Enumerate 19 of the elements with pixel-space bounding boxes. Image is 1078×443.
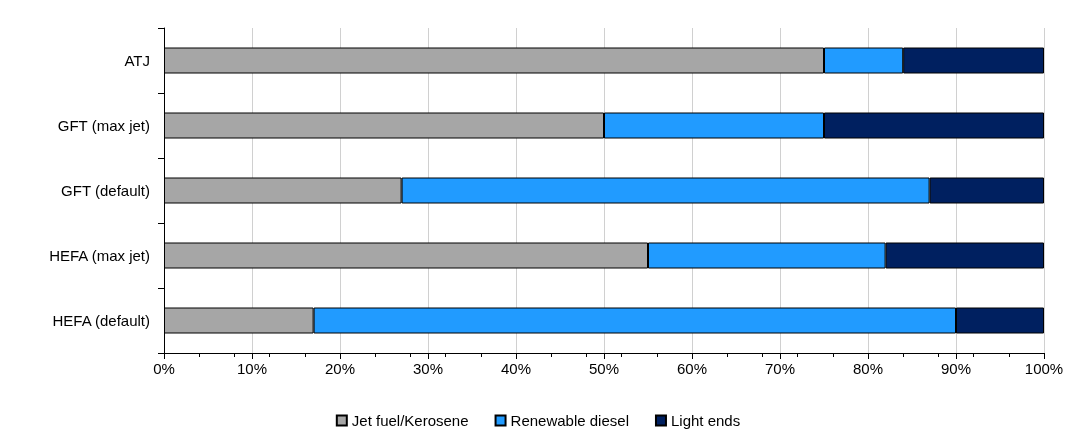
y-tick-label: HEFA (default) — [52, 312, 150, 329]
x-tick-label: 30% — [412, 360, 444, 377]
legend-label: Light ends — [670, 412, 741, 429]
legend-label: Jet fuel/Kerosene — [351, 412, 469, 429]
y-tick-label: GFT (max jet) — [57, 117, 150, 134]
legend-label: Renewable diesel — [510, 412, 629, 429]
x-tick-label: 60% — [676, 360, 708, 377]
y-tick-label: ATJ — [124, 52, 150, 69]
x-tick-label: 40% — [500, 360, 532, 377]
x-tick-label: 70% — [764, 360, 796, 377]
x-tick-label: 20% — [324, 360, 356, 377]
y-tick-label: HEFA (max jet) — [49, 247, 150, 264]
x-tick-label: 100% — [1024, 360, 1064, 377]
y-tick-label: GFT (default) — [61, 182, 150, 199]
x-tick-label: 50% — [588, 360, 620, 377]
x-tick-label: 90% — [940, 360, 972, 377]
x-tick-label: 10% — [236, 360, 268, 377]
x-tick-label: 0% — [153, 360, 175, 377]
x-tick-label: 80% — [852, 360, 884, 377]
